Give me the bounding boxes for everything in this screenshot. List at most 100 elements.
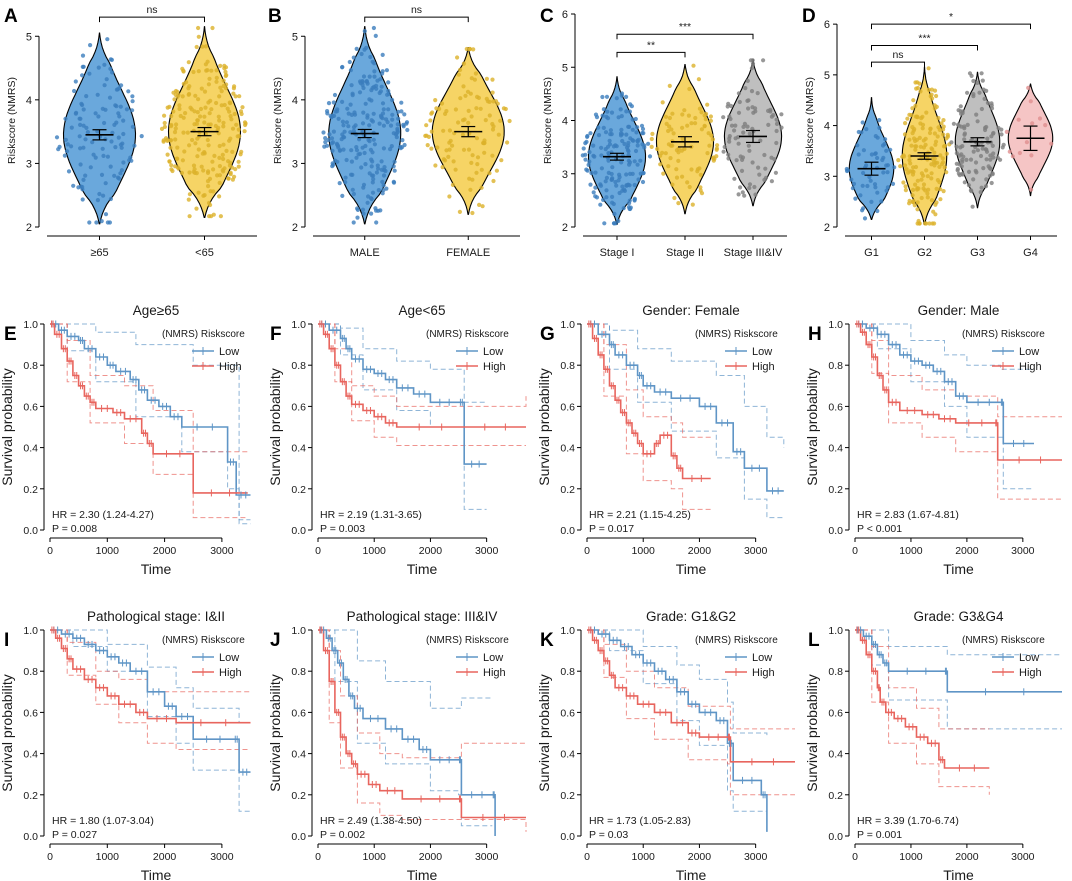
- data-point: [885, 170, 890, 175]
- data-point: [620, 184, 625, 189]
- y-tick-label: 5: [26, 31, 32, 43]
- data-point: [351, 128, 356, 133]
- data-point: [176, 166, 181, 171]
- y-tick-label: 0.0: [291, 525, 306, 537]
- panel-letter: G: [540, 324, 555, 345]
- data-point: [240, 105, 245, 110]
- data-point: [941, 118, 946, 123]
- data-point: [699, 127, 705, 132]
- data-point: [479, 167, 484, 172]
- data-point: [73, 111, 78, 116]
- data-point: [978, 190, 983, 195]
- data-point: [685, 180, 690, 185]
- data-point: [453, 107, 458, 112]
- data-point: [1029, 153, 1034, 158]
- data-point: [341, 123, 346, 128]
- data-point: [616, 115, 621, 120]
- data-point: [193, 93, 198, 98]
- data-point: [749, 66, 755, 71]
- data-point: [203, 44, 208, 49]
- data-point: [379, 159, 384, 164]
- data-point: [601, 197, 606, 202]
- data-point: [470, 177, 475, 182]
- data-point: [496, 132, 501, 137]
- y-tick-label: 0.4: [560, 749, 575, 761]
- data-point: [80, 102, 85, 108]
- data-point: [932, 150, 937, 155]
- data-point: [181, 81, 186, 86]
- data-point: [691, 63, 696, 68]
- data-point: [381, 107, 386, 112]
- data-point: [202, 114, 207, 119]
- data-point: [586, 162, 591, 167]
- data-point: [617, 172, 622, 177]
- data-point: [661, 171, 666, 176]
- data-point: [380, 71, 385, 76]
- data-point: [603, 147, 608, 152]
- data-point: [323, 136, 328, 141]
- panel-letter: A: [4, 6, 18, 27]
- data-point: [668, 156, 673, 161]
- data-point: [986, 164, 991, 169]
- significance-label: ns: [146, 4, 157, 16]
- data-point: [753, 106, 758, 111]
- data-point: [640, 126, 646, 132]
- data-point: [78, 162, 83, 167]
- data-point: [119, 83, 124, 88]
- data-point: [118, 142, 123, 147]
- y-tick-label: 0.2: [560, 790, 575, 802]
- data-point: [343, 180, 348, 185]
- data-point: [221, 78, 226, 83]
- data-point: [875, 208, 880, 214]
- data-point: [912, 203, 917, 208]
- data-point: [96, 114, 101, 119]
- data-point: [181, 115, 186, 120]
- data-point: [670, 111, 675, 116]
- data-point: [641, 131, 646, 136]
- data-point: [114, 104, 119, 109]
- data-point: [227, 100, 232, 105]
- data-point: [349, 148, 354, 153]
- data-point: [884, 148, 889, 153]
- data-point: [325, 109, 330, 114]
- data-point: [85, 130, 90, 135]
- panel-title: Grade: G3&G4: [913, 609, 1004, 624]
- data-point: [458, 67, 463, 72]
- data-point: [181, 68, 186, 73]
- data-point: [332, 92, 338, 98]
- data-point: [395, 122, 400, 127]
- data-point: [593, 185, 598, 190]
- y-tick-label: 0.6: [560, 401, 575, 413]
- data-point: [109, 139, 114, 144]
- data-point: [78, 122, 83, 127]
- data-point: [218, 63, 223, 68]
- data-point: [680, 136, 685, 141]
- data-point: [974, 112, 979, 117]
- data-point: [239, 111, 244, 117]
- data-point: [919, 171, 925, 176]
- data-point: [991, 130, 996, 136]
- data-point: [65, 142, 70, 147]
- data-point: [628, 171, 633, 176]
- data-point: [226, 176, 231, 181]
- legend-low-label: Low: [752, 346, 772, 358]
- data-point: [917, 135, 922, 140]
- data-point: [669, 127, 674, 132]
- data-point: [116, 176, 122, 181]
- data-point: [326, 137, 331, 143]
- data-point: [938, 197, 943, 202]
- data-point: [687, 86, 692, 92]
- data-point: [618, 107, 623, 112]
- y-tick-label: 0.8: [560, 360, 575, 372]
- data-point: [474, 106, 479, 111]
- data-point: [745, 124, 750, 129]
- data-point: [913, 182, 918, 187]
- data-point: [984, 157, 989, 162]
- data-point: [96, 65, 101, 70]
- data-point: [76, 185, 81, 190]
- data-point: [707, 143, 712, 148]
- data-point: [450, 182, 455, 187]
- data-point: [380, 111, 386, 116]
- data-point: [672, 195, 677, 201]
- data-point: [695, 169, 700, 174]
